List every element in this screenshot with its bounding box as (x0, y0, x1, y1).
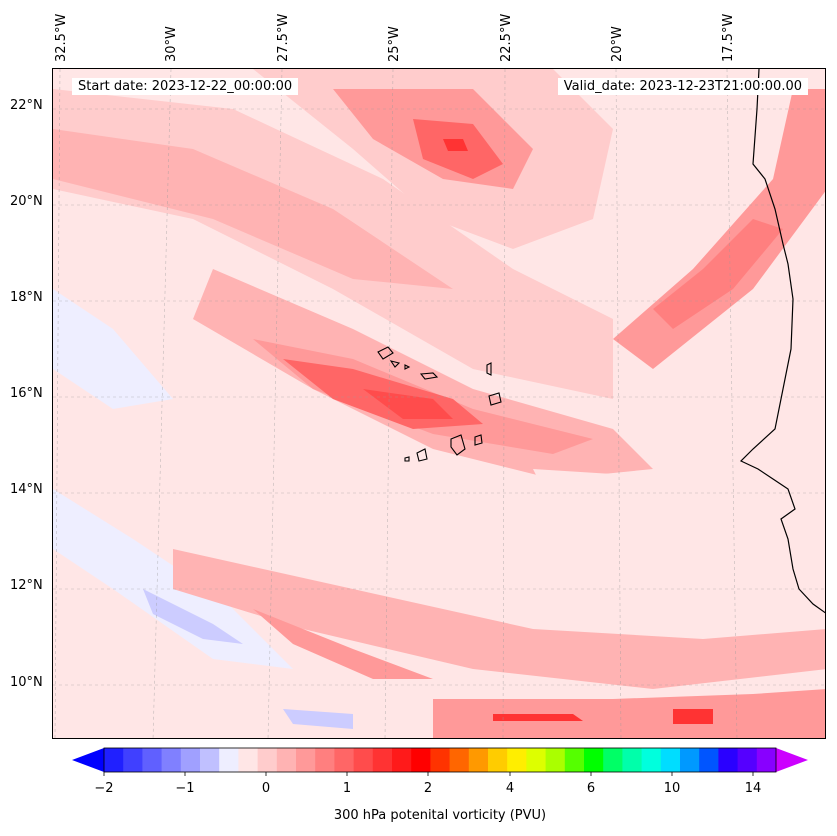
colorbar-tick-label: 4 (506, 781, 514, 796)
colorbar-tick-label: −1 (175, 781, 194, 796)
colorbar-segment (718, 748, 739, 772)
pv-contour-red-bottom (433, 689, 825, 738)
pv-contour-strong-red-bottom-east (673, 709, 713, 724)
colorbar-segment (104, 748, 124, 772)
pv-contour-pale-blue-west (53, 289, 173, 409)
colorbar-segment (641, 748, 662, 772)
colorbar-segment (315, 748, 335, 772)
lon-label-30w: 30°W (164, 26, 179, 62)
colorbar-segment (372, 748, 393, 772)
colorbar-segments (104, 748, 777, 772)
lat-label-18n: 18°N (10, 290, 43, 305)
colorbar-segment (584, 748, 604, 772)
colorbar-segment (200, 748, 220, 772)
colorbar-segment (680, 748, 700, 772)
colorbar-segment (545, 748, 566, 772)
colorbar-tick-label: 14 (745, 781, 762, 796)
colorbar-segment (564, 748, 585, 772)
pv-contour-light-blue-southwest (143, 589, 243, 644)
colorbar-segment (449, 748, 470, 772)
lon-label-25w: 25°W (387, 26, 402, 62)
colorbar-segment (142, 748, 163, 772)
pv-contour-salmon-south (253, 609, 433, 679)
colorbar-segment (257, 748, 278, 772)
start-date-label: Start date: 2023-12-22_00:00:00 (72, 78, 299, 95)
pv-contour-salmon-northeast (613, 89, 825, 369)
colorbar-segment (296, 748, 316, 772)
colorbar: −2 −1 0 1 2 4 6 10 14 (72, 747, 808, 796)
colorbar-segment (219, 748, 239, 772)
pv-contour-pale-pink-east (533, 469, 753, 529)
pv-contour-red-northeast (653, 219, 783, 329)
colorbar-tick-label: −2 (94, 781, 113, 796)
colorbar-segment (334, 748, 355, 772)
colorbar-segment (737, 748, 758, 772)
colorbar-segment (488, 748, 508, 772)
colorbar-segment (392, 748, 412, 772)
colorbar-tick-label: 10 (664, 781, 681, 796)
colorbar-segment (468, 748, 489, 772)
cape-verde-islands (377, 346, 502, 462)
colorbar-tick-label: 1 (343, 781, 351, 796)
lat-label-14n: 14°N (10, 482, 43, 497)
valid-date-label: Valid_date: 2023-12-23T21:00:00.00 (557, 78, 808, 95)
colorbar-segment (603, 748, 623, 772)
gridlines (53, 69, 825, 738)
colorbar-segment (411, 748, 431, 772)
colorbar-segment (622, 748, 643, 772)
lat-label-22n: 22°N (10, 98, 43, 113)
colorbar-over-arrow (776, 748, 808, 772)
west-africa-coastline (739, 69, 825, 614)
colorbar-segment (526, 748, 547, 772)
colorbar-segment (699, 748, 719, 772)
pv-contour-light-blue-bottom (283, 709, 353, 729)
lon-label-22-5w: 22.5°W (499, 13, 514, 62)
lat-label-16n: 16°N (10, 386, 43, 401)
colorbar-under-arrow (72, 748, 104, 772)
pv-contour-strong-red-central (363, 389, 453, 419)
colorbar-segment (507, 748, 527, 772)
lat-label-12n: 12°N (10, 578, 43, 593)
colorbar-tick-label: 6 (587, 781, 595, 796)
lon-label-20w: 20°W (610, 26, 625, 62)
colorbar-ticks: −2 −1 0 1 2 4 6 10 14 (94, 772, 761, 796)
colorbar-segment (180, 748, 201, 772)
colorbar-segment (660, 748, 681, 772)
colorbar-segment (353, 748, 374, 772)
pv-contour-strong-red-bottom (493, 714, 583, 721)
colorbar-segment (276, 748, 297, 772)
colorbar-tick-label: 0 (262, 781, 270, 796)
colorbar-segment (238, 748, 259, 772)
pv-map (52, 68, 826, 739)
lon-label-17-5w: 17.5°W (721, 13, 736, 62)
colorbar-segment (756, 748, 777, 772)
colorbar-outline (103, 747, 777, 773)
lat-label-20n: 20°N (10, 194, 43, 209)
pv-contour-strong-red-north (443, 139, 468, 151)
colorbar-segment (123, 748, 143, 772)
colorbar-title: 300 hPa potenital vorticity (PVU) (333, 808, 547, 823)
pv-contour-field (53, 69, 825, 738)
colorbar-segment (430, 748, 451, 772)
pv-contour-salmon-west (53, 129, 453, 289)
colorbar-segment (161, 748, 182, 772)
colorbar-tick-label: 2 (424, 781, 432, 796)
lat-label-10n: 10°N (10, 675, 43, 690)
lon-label-27-5w: 27.5°W (276, 13, 291, 62)
pv-contour-pink-south (173, 549, 825, 689)
lon-label-32-5w: 32.5°W (54, 13, 69, 62)
